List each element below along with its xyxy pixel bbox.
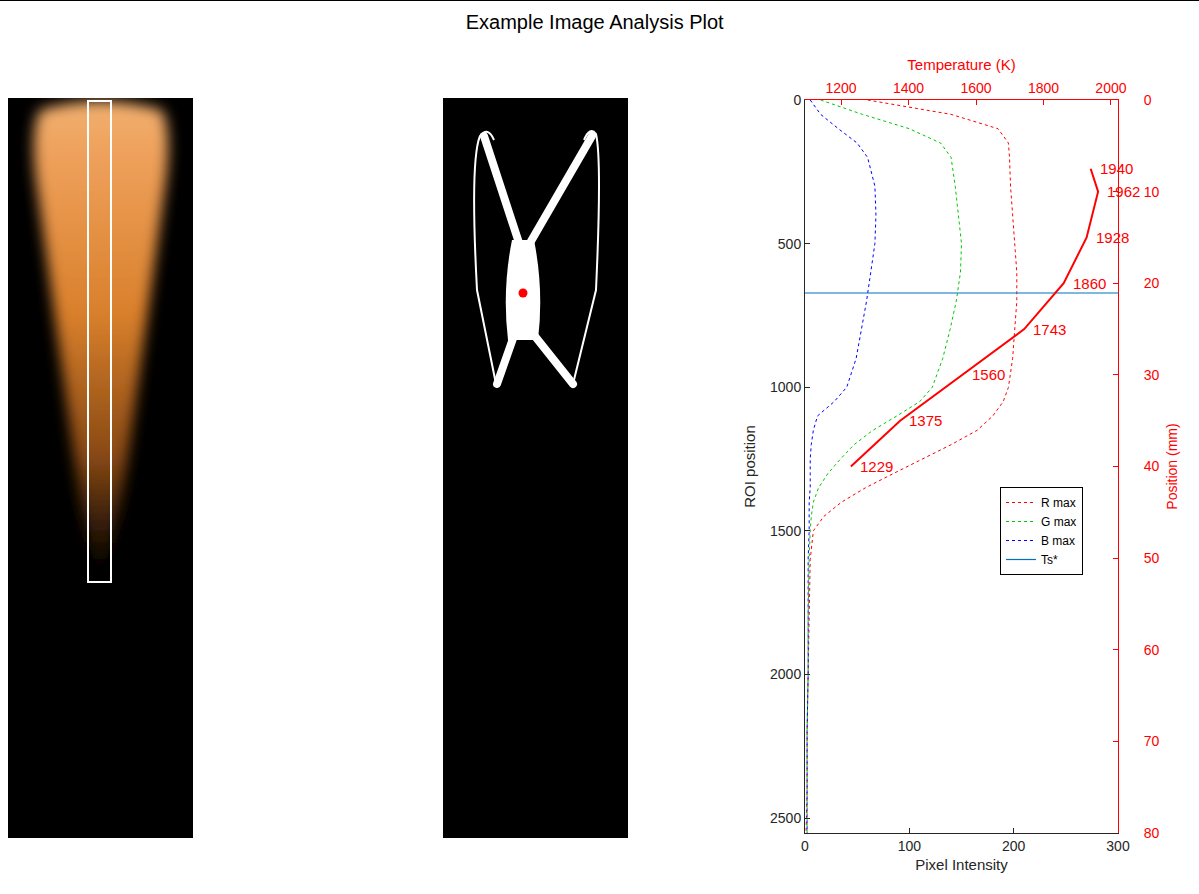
svg-text:Position (mm): Position (mm) bbox=[1164, 423, 1180, 509]
svg-text:1743: 1743 bbox=[1033, 321, 1066, 338]
svg-text:1800: 1800 bbox=[1028, 80, 1059, 96]
svg-text:70: 70 bbox=[1144, 733, 1160, 749]
svg-text:30: 30 bbox=[1144, 367, 1160, 383]
svg-text:1200: 1200 bbox=[826, 80, 857, 96]
svg-text:200: 200 bbox=[1002, 838, 1026, 854]
svg-text:1000: 1000 bbox=[770, 379, 801, 395]
svg-text:Ts*: Ts* bbox=[1041, 553, 1058, 567]
svg-text:60: 60 bbox=[1144, 642, 1160, 658]
svg-text:1560: 1560 bbox=[972, 366, 1005, 383]
svg-text:0: 0 bbox=[1144, 92, 1152, 108]
svg-text:ROI position: ROI position bbox=[741, 425, 758, 508]
svg-text:B max: B max bbox=[1041, 534, 1075, 548]
svg-text:2000: 2000 bbox=[1095, 80, 1126, 96]
svg-text:Pixel Intensity: Pixel Intensity bbox=[915, 856, 1008, 873]
svg-text:1375: 1375 bbox=[909, 412, 942, 429]
svg-text:R max: R max bbox=[1041, 496, 1076, 510]
svg-text:1400: 1400 bbox=[893, 80, 924, 96]
svg-text:0: 0 bbox=[801, 838, 809, 854]
svg-text:0: 0 bbox=[793, 92, 801, 108]
svg-text:2500: 2500 bbox=[770, 810, 801, 826]
svg-text:1928: 1928 bbox=[1096, 229, 1129, 246]
svg-text:G max: G max bbox=[1041, 515, 1076, 529]
svg-text:10: 10 bbox=[1144, 184, 1160, 200]
svg-text:1600: 1600 bbox=[960, 80, 991, 96]
svg-text:1860: 1860 bbox=[1073, 275, 1106, 292]
svg-text:300: 300 bbox=[1106, 838, 1130, 854]
svg-text:1962: 1962 bbox=[1107, 183, 1140, 200]
svg-text:80: 80 bbox=[1144, 825, 1160, 841]
svg-text:2000: 2000 bbox=[770, 666, 801, 682]
svg-text:20: 20 bbox=[1144, 275, 1160, 291]
svg-text:1500: 1500 bbox=[770, 523, 801, 539]
svg-text:1229: 1229 bbox=[860, 458, 893, 475]
svg-text:40: 40 bbox=[1144, 458, 1160, 474]
svg-text:Example Image Analysis Plot: Example Image Analysis Plot bbox=[466, 11, 724, 33]
svg-text:500: 500 bbox=[778, 236, 802, 252]
svg-text:100: 100 bbox=[898, 838, 922, 854]
svg-text:50: 50 bbox=[1144, 550, 1160, 566]
svg-text:Temperature (K): Temperature (K) bbox=[907, 56, 1015, 73]
svg-text:1940: 1940 bbox=[1100, 160, 1133, 177]
